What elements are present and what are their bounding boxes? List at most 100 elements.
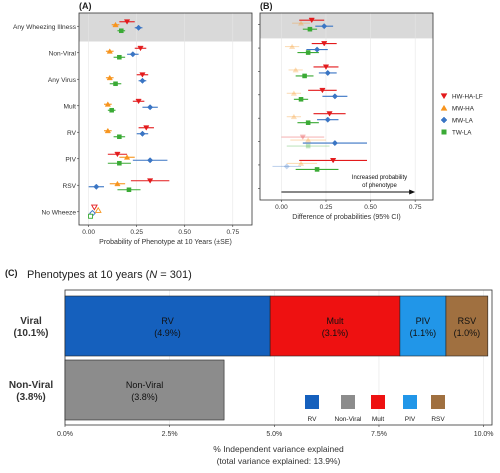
legend-swatch: [403, 395, 417, 409]
data-point: [114, 180, 121, 187]
data-point: [331, 93, 338, 100]
legend-swatch: [371, 395, 385, 409]
data-point: [297, 160, 305, 166]
bar-segment: [64, 359, 225, 421]
data-point: [109, 107, 114, 113]
data-point: [288, 43, 296, 49]
row-label: Non-Viral: [9, 380, 53, 391]
legend-label: PIV: [405, 416, 416, 423]
chart-title: Phenotypes at 10 years (N = 301): [27, 269, 192, 281]
arrow-head: [409, 189, 416, 195]
data-point: [319, 87, 326, 94]
segment-value: (1.1%): [410, 328, 437, 338]
x-tick-label: 0.25: [320, 204, 333, 211]
x-tick-label: 0.50: [364, 204, 377, 211]
data-point: [283, 163, 290, 170]
segment-label: Non-Viral: [126, 380, 163, 390]
series-legend: HW-HA-LF MW-HA MW-LA TW-LA: [440, 93, 483, 137]
data-point: [307, 26, 313, 32]
legend-label: HW-HA-LF: [452, 94, 483, 101]
panel-c: (C) Phenotypes at 10 years (N = 301) Viral…: [5, 268, 494, 466]
data-point: [129, 51, 136, 58]
title-part: Phenotypes at 10 years (: [27, 269, 150, 281]
data-point: [94, 206, 102, 213]
data-point: [302, 73, 307, 79]
data-point: [290, 113, 298, 120]
bar-segment: [64, 295, 271, 357]
data-point: [93, 183, 100, 190]
legend-key: [440, 116, 448, 124]
bar-segment: [399, 295, 447, 357]
segment-value: (3.8%): [131, 392, 158, 402]
x-axis-label-2: (total variance explained: 13.9%): [217, 456, 341, 466]
data-point: [305, 120, 311, 125]
legend-label: RSV: [431, 416, 445, 423]
data-point: [117, 54, 122, 60]
segment-label: RV: [161, 316, 173, 326]
data-point: [139, 72, 146, 78]
data-point: [147, 104, 154, 111]
legend-key: [441, 129, 447, 135]
data-point: [290, 90, 298, 96]
data-point: [143, 125, 150, 131]
data-point: [119, 28, 124, 34]
row-total: (3.8%): [16, 392, 45, 403]
x-tick-label: 7.5%: [371, 431, 387, 438]
data-point: [126, 187, 132, 193]
data-point: [123, 154, 131, 160]
legend-label: Mult: [372, 416, 384, 423]
data-point: [113, 81, 118, 87]
data-point: [117, 134, 122, 140]
segment-value: (1.0%): [454, 328, 481, 338]
data-point: [324, 69, 331, 76]
category-label: Any Virus: [48, 77, 77, 84]
data-point: [114, 151, 121, 158]
data-point: [322, 64, 330, 70]
data-point: [331, 140, 338, 147]
data-point: [321, 41, 328, 47]
x-axis-label: Difference of probabilities (95% CI): [292, 214, 400, 221]
data-point: [117, 160, 122, 166]
data-point: [139, 130, 146, 137]
bar-segment: [445, 295, 489, 357]
panel-frame: [64, 289, 493, 426]
panel-a: (A) Any Wheezing Illness Non-Viral Any Viru…: [13, 1, 253, 246]
category-label: RSV: [62, 183, 76, 190]
legend-label: MW-HA: [452, 106, 475, 113]
segment-label: RSV: [458, 316, 477, 326]
highlight-band: [260, 13, 433, 39]
x-tick-label: 10.0%: [474, 431, 494, 438]
data-point: [321, 23, 328, 30]
data-point: [146, 178, 154, 184]
data-point: [147, 157, 154, 164]
legend-swatch: [431, 395, 445, 409]
data-point: [292, 67, 299, 73]
title-n: N: [149, 269, 157, 281]
panel-frame: [259, 12, 434, 201]
panel-label: (C): [5, 268, 18, 278]
legend-label: TW-LA: [452, 130, 472, 137]
segment-value: (3.1%): [322, 328, 349, 338]
data-point: [297, 20, 305, 26]
row-label: Viral: [20, 316, 42, 327]
x-tick-label: 0.00: [275, 204, 288, 211]
category-label: Mult: [64, 103, 77, 110]
x-tick-label: 0.75: [226, 229, 239, 236]
x-tick-label: 2.5%: [162, 431, 178, 438]
data-point: [88, 213, 94, 219]
segment-label: Mult: [327, 316, 345, 326]
legend-swatch: [341, 395, 355, 409]
legend-label: RV: [308, 416, 318, 423]
data-point: [308, 17, 315, 24]
bar-segment: [269, 295, 401, 357]
data-point: [112, 21, 119, 28]
category-label: No Wheeze: [42, 209, 77, 216]
x-tick-label: 0.75: [409, 204, 422, 211]
x-axis-label: Probability of Phenotype at 10 Years (±S…: [99, 239, 232, 246]
data-point: [314, 46, 321, 53]
panel-label: (B): [260, 1, 273, 11]
segment-label: PIV: [416, 316, 431, 326]
data-point: [104, 127, 111, 134]
